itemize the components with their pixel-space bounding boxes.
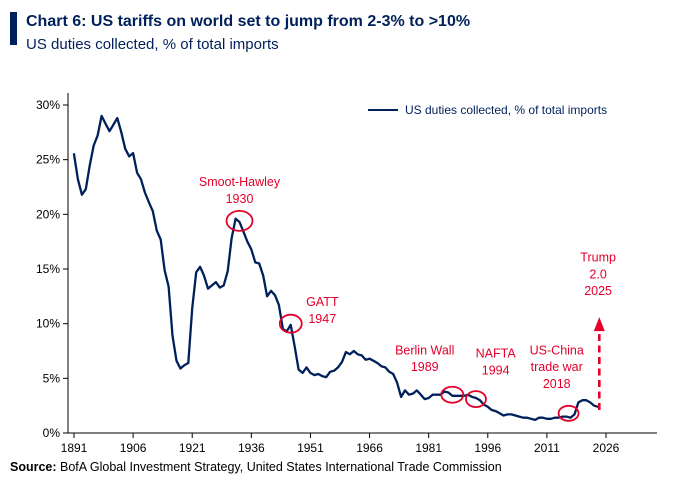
svg-text:1921: 1921 [179,441,206,455]
svg-text:1936: 1936 [238,441,265,455]
svg-text:2011: 2011 [534,441,560,455]
svg-text:GATT: GATT [306,295,339,309]
svg-text:1947: 1947 [308,312,336,326]
svg-text:2018: 2018 [543,377,571,391]
svg-text:2025: 2025 [584,284,612,298]
svg-text:Trump: Trump [580,250,616,264]
title-accent-bar [10,12,17,45]
svg-text:1989: 1989 [411,360,439,374]
svg-text:1981: 1981 [415,441,442,455]
svg-text:1930: 1930 [226,192,254,206]
svg-text:1906: 1906 [120,441,147,455]
svg-text:2.0: 2.0 [589,267,606,281]
chart-legend: US duties collected, % of total imports [368,103,607,117]
svg-text:Berlin Wall: Berlin Wall [395,343,454,357]
chart-header: Chart 6: US tariffs on world set to jump… [0,0,680,55]
svg-text:trade war: trade war [531,360,583,374]
svg-text:0%: 0% [43,426,61,440]
source-note: Source: BofA Global Investment Strategy,… [0,456,680,474]
svg-text:1966: 1966 [356,441,383,455]
svg-text:30%: 30% [36,98,60,112]
svg-text:NAFTA: NAFTA [476,346,517,360]
svg-text:10%: 10% [36,316,60,330]
source-text: BofA Global Investment Strategy, United … [56,459,502,474]
svg-text:1996: 1996 [474,441,501,455]
svg-text:20%: 20% [36,207,60,221]
page-subtitle: US duties collected, % of total imports [26,35,279,53]
svg-text:2026: 2026 [593,441,620,455]
legend-line-swatch [368,108,398,111]
svg-text:15%: 15% [36,262,60,276]
svg-text:US-China: US-China [530,343,584,357]
page-title: Chart 6: US tariffs on world set to jump… [26,13,471,30]
svg-text:1994: 1994 [482,363,510,377]
svg-text:5%: 5% [43,371,61,385]
svg-text:1951: 1951 [297,441,324,455]
report-page: Chart 6: US tariffs on world set to jump… [0,0,680,474]
chart-area: US duties collected, % of total imports … [0,55,680,456]
svg-text:1891: 1891 [61,441,88,455]
svg-text:Smoot-Hawley: Smoot-Hawley [199,175,281,189]
svg-text:25%: 25% [36,152,60,166]
source-label: Source: [10,459,57,474]
title-block: Chart 6: US tariffs on world set to jump… [26,12,470,55]
tariff-line-chart: 0% 5% 10% 15% 20% 25% 30% 1891 1906 1921 1936 1951 1… [36,92,657,455]
legend-label: US duties collected, % of total imports [405,102,608,117]
